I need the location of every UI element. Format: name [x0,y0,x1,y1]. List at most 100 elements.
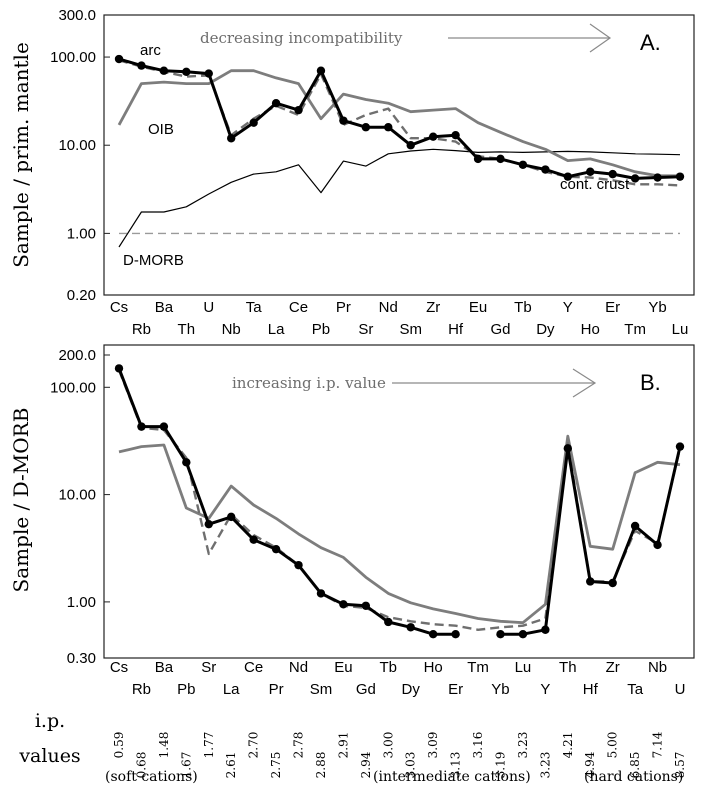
data-point [227,512,236,522]
data-point [630,521,640,531]
data-point [204,69,213,78]
data-point [182,458,191,467]
series-line-dashed [118,59,681,187]
data-point [271,544,281,554]
series-line-oib [117,69,680,178]
ytick-label: 300.0 [58,7,96,24]
data-point [451,629,460,639]
data-point [294,560,303,570]
data-point [114,54,124,64]
data-point [608,169,617,179]
xtick-label: Ce [289,299,308,316]
xtick-label: Dy [536,321,555,338]
data-point [316,589,326,598]
ip-value: 2.94 [359,751,373,778]
xtick-label: Pb [177,681,195,698]
xtick-label: Zr [426,299,440,316]
ytick-label: 0.20 [67,287,96,304]
data-point [428,629,438,639]
xtick-label: Pb [312,321,330,338]
xtick-label: Nd [289,659,308,676]
data-point [159,66,169,75]
xtick-label: Eu [334,659,352,676]
data-point [630,174,640,183]
xtick-label: Nb [648,659,667,676]
xtick-label: Lu [672,321,689,338]
panel-a-ylabel: Sample / prim. mantle [9,42,33,268]
data-point [541,625,550,634]
data-point [137,61,146,70]
xtick-label: Y [563,299,573,316]
ip-value: 3.16 [471,732,485,759]
data-point [563,444,572,453]
xtick-label: Th [559,659,577,676]
ip-value: 2.91 [336,732,350,759]
data-point [384,617,393,627]
xtick-label: Ba [155,299,174,316]
xtick-label: Pr [336,299,351,316]
xtick-label: Sr [201,659,216,676]
ip-value: 8.57 [673,752,687,779]
data-point [541,165,550,174]
data-point [428,132,438,141]
data-point [451,130,460,140]
ytick-label: 1.00 [67,225,96,242]
panel-b-label: B. [640,370,661,395]
series-line-dashed [117,369,682,631]
xtick-label: Ho [424,659,443,676]
ip-value: 1.77 [202,732,216,759]
data-point [137,422,146,431]
label-crust: cont. crust [560,176,630,193]
panel-b-ylabel: Sample / D-MORB [9,408,33,593]
data-point [675,172,685,181]
ip-value: 2.70 [247,732,261,759]
data-point [339,600,348,609]
data-point [406,141,415,150]
panel-a-label: A. [640,30,661,55]
label-oib: OIB [148,121,174,138]
xtick-label: Nb [222,321,241,338]
data-point [159,422,169,431]
ip-value: 3.19 [494,752,508,779]
xtick-label: Ba [155,659,174,676]
xtick-label: Yb [648,299,666,316]
data-point [316,66,326,75]
xtick-label: Lu [515,659,532,676]
panel-a-arrow [448,23,612,53]
xtick-label: Sm [310,681,333,698]
xtick-label: Tm [624,321,646,338]
data-point [182,67,191,77]
data-point [675,442,685,451]
xtick-label: Sm [399,321,422,338]
xtick-label: Tb [380,659,398,676]
data-point [518,160,528,169]
ip-value: 3.23 [516,732,530,759]
ip-value: 3.13 [449,752,463,779]
data-point [227,134,236,143]
data-point [249,535,258,544]
xtick-label: La [268,321,285,338]
data-point [653,173,662,182]
xtick-label: Pr [269,681,284,698]
data-point [114,364,124,373]
ip-value: 3.23 [538,752,552,779]
data-point [204,519,213,529]
xtick-label: Cs [110,299,128,316]
xtick-label: Ho [581,321,600,338]
xtick-label: Th [178,321,196,338]
series-line-sample [117,367,456,636]
data-point [294,105,303,115]
xtick-label: U [203,299,214,316]
ip-value: 3.00 [381,732,395,759]
xtick-label: Ce [244,659,263,676]
ytick-label: 100.00 [50,379,96,396]
ip-header-line2: values [18,745,80,767]
ip-value: 6.85 [628,752,642,779]
xtick-label: Er [605,299,620,316]
label-dmorb: D-MORB [123,252,184,269]
ytick-label: 10.00 [58,137,96,154]
ip-value: 4.94 [583,751,597,778]
panel-b-frame [103,344,695,659]
ytick-label: 1.00 [67,594,96,611]
